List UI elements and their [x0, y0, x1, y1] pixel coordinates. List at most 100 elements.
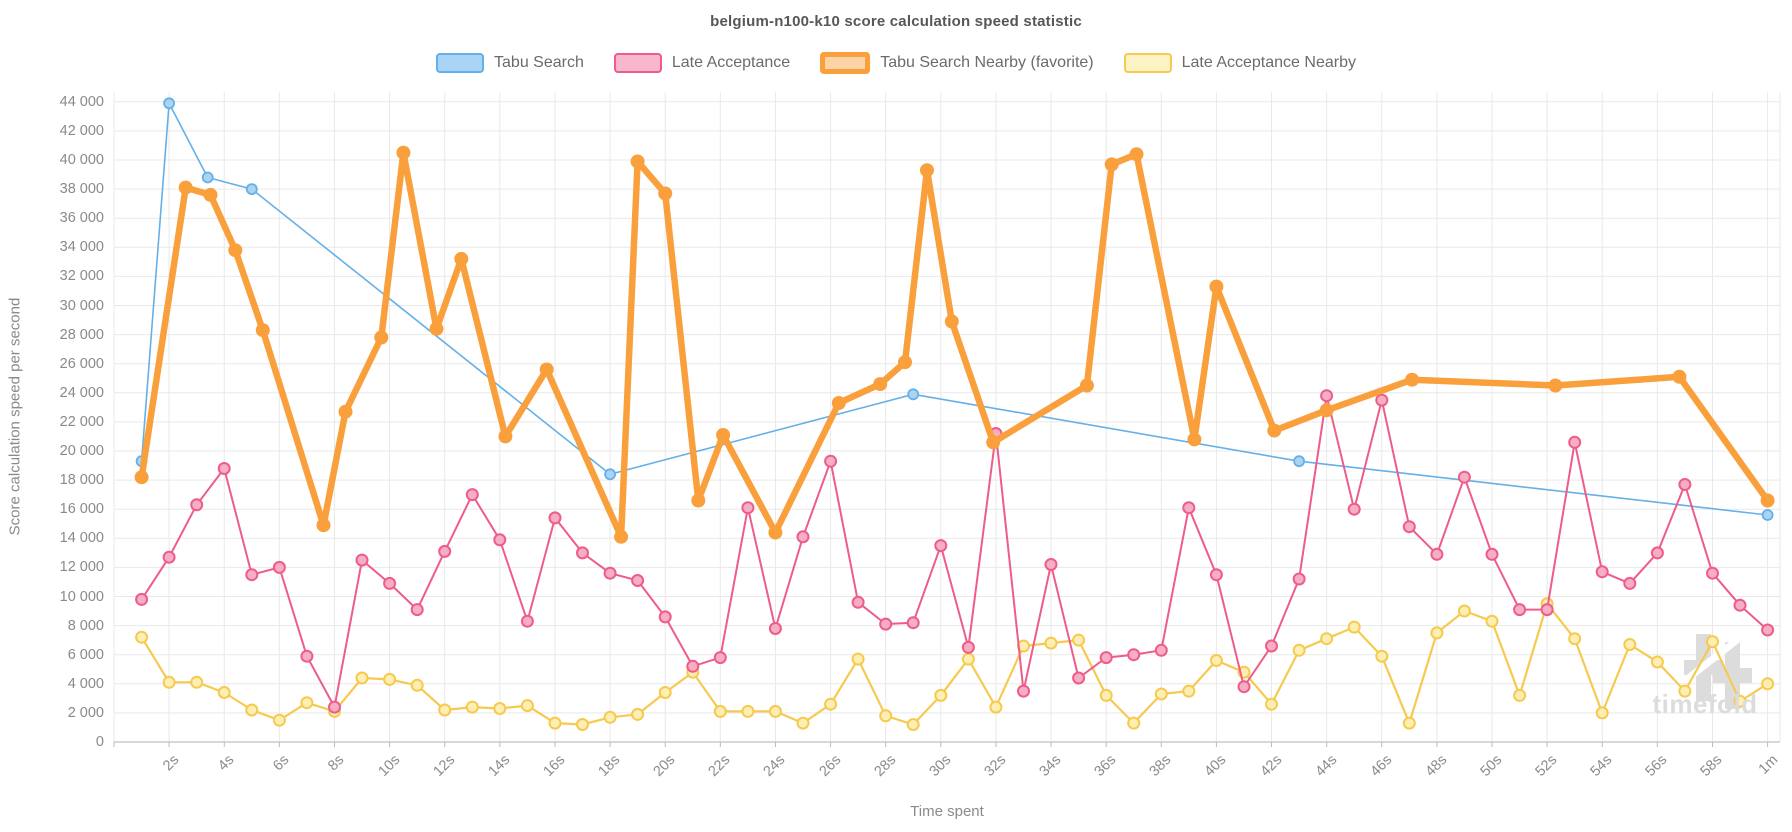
- data-point[interactable]: [1265, 697, 1278, 711]
- data-point[interactable]: [768, 704, 782, 718]
- data-point[interactable]: [1761, 509, 1774, 521]
- data-point[interactable]: [741, 501, 755, 515]
- data-point[interactable]: [1129, 147, 1144, 162]
- data-point[interactable]: [162, 550, 176, 564]
- data-point[interactable]: [1678, 684, 1692, 698]
- data-point[interactable]: [1405, 372, 1420, 387]
- data-point[interactable]: [768, 525, 783, 540]
- data-point[interactable]: [796, 716, 810, 730]
- data-point[interactable]: [410, 603, 424, 617]
- data-point[interactable]: [1347, 502, 1361, 516]
- data-point[interactable]: [961, 640, 975, 654]
- data-point[interactable]: [190, 498, 204, 512]
- data-point[interactable]: [1072, 671, 1086, 685]
- data-point[interactable]: [1513, 688, 1527, 702]
- data-point[interactable]: [934, 688, 948, 702]
- data-point[interactable]: [1375, 393, 1389, 407]
- data-point[interactable]: [163, 97, 176, 110]
- data-point[interactable]: [920, 163, 934, 178]
- data-point[interactable]: [245, 568, 259, 582]
- data-point[interactable]: [1540, 603, 1554, 617]
- data-point[interactable]: [1706, 635, 1719, 649]
- data-point[interactable]: [658, 610, 672, 624]
- data-point[interactable]: [741, 704, 755, 718]
- data-point[interactable]: [1595, 565, 1609, 579]
- data-point[interactable]: [1293, 455, 1305, 468]
- data-point[interactable]: [328, 700, 341, 714]
- data-point[interactable]: [1267, 423, 1282, 438]
- data-point[interactable]: [1513, 603, 1527, 617]
- data-point[interactable]: [658, 186, 673, 201]
- data-point[interactable]: [716, 428, 731, 442]
- data-point[interactable]: [1733, 694, 1747, 708]
- data-point[interactable]: [1650, 546, 1664, 560]
- data-point[interactable]: [851, 595, 865, 609]
- data-point[interactable]: [272, 713, 286, 727]
- data-point[interactable]: [1706, 566, 1719, 580]
- data-point[interactable]: [1127, 648, 1141, 662]
- data-point[interactable]: [1182, 501, 1196, 515]
- data-point[interactable]: [713, 704, 727, 718]
- data-point[interactable]: [245, 703, 259, 717]
- data-point[interactable]: [906, 616, 920, 630]
- data-point[interactable]: [1347, 620, 1361, 634]
- data-point[interactable]: [614, 529, 629, 544]
- data-point[interactable]: [355, 671, 369, 685]
- data-point[interactable]: [1457, 604, 1471, 618]
- data-point[interactable]: [1457, 470, 1471, 484]
- data-point[interactable]: [1099, 688, 1113, 702]
- data-point[interactable]: [1402, 520, 1416, 534]
- data-point[interactable]: [986, 435, 1001, 450]
- data-point[interactable]: [691, 493, 706, 508]
- data-point[interactable]: [1623, 576, 1637, 590]
- data-point[interactable]: [548, 511, 562, 525]
- data-point[interactable]: [1044, 636, 1058, 650]
- data-point[interactable]: [1568, 435, 1582, 449]
- data-point[interactable]: [1761, 623, 1775, 637]
- data-point[interactable]: [1044, 558, 1058, 571]
- data-point[interactable]: [454, 251, 469, 266]
- data-point[interactable]: [898, 355, 912, 370]
- data-point[interactable]: [1017, 684, 1030, 698]
- data-point[interactable]: [1568, 632, 1582, 646]
- data-point[interactable]: [1320, 389, 1334, 403]
- data-point[interactable]: [1402, 716, 1416, 730]
- data-point[interactable]: [934, 539, 948, 553]
- data-point[interactable]: [465, 700, 479, 714]
- data-point[interactable]: [1099, 651, 1113, 665]
- data-point[interactable]: [300, 696, 314, 710]
- legend-item-3[interactable]: Late Acceptance Nearby: [1123, 53, 1356, 73]
- data-point[interactable]: [338, 404, 353, 419]
- data-point[interactable]: [539, 362, 554, 377]
- data-point[interactable]: [944, 314, 959, 329]
- data-point[interactable]: [603, 710, 617, 724]
- data-point[interactable]: [410, 678, 424, 692]
- data-point[interactable]: [1182, 684, 1196, 698]
- data-point[interactable]: [162, 675, 176, 689]
- data-point[interactable]: [255, 323, 270, 338]
- data-point[interactable]: [520, 699, 534, 713]
- data-point[interactable]: [851, 652, 865, 666]
- data-point[interactable]: [520, 614, 534, 628]
- data-point[interactable]: [713, 651, 727, 665]
- data-point[interactable]: [1595, 706, 1609, 720]
- data-point[interactable]: [383, 576, 397, 590]
- data-point[interactable]: [429, 321, 444, 336]
- data-point[interactable]: [1079, 378, 1094, 393]
- data-point[interactable]: [300, 649, 314, 663]
- data-point[interactable]: [1761, 677, 1775, 691]
- data-point[interactable]: [245, 183, 258, 196]
- data-point[interactable]: [228, 243, 243, 258]
- data-point[interactable]: [203, 187, 218, 202]
- data-point[interactable]: [631, 574, 645, 587]
- data-point[interactable]: [631, 707, 645, 721]
- data-point[interactable]: [374, 330, 389, 345]
- data-point[interactable]: [1104, 157, 1119, 172]
- data-point[interactable]: [658, 686, 672, 699]
- data-point[interactable]: [316, 518, 331, 533]
- data-point[interactable]: [1319, 403, 1334, 418]
- data-point[interactable]: [1292, 572, 1306, 586]
- legend-item-0[interactable]: Tabu Search: [436, 53, 584, 73]
- data-point[interactable]: [383, 672, 397, 686]
